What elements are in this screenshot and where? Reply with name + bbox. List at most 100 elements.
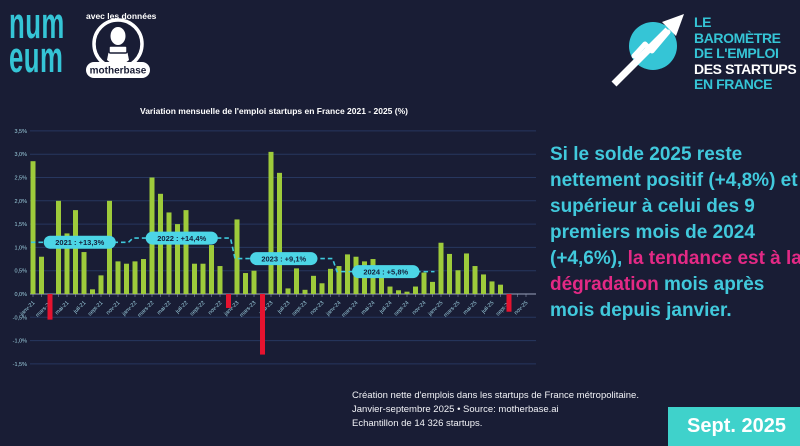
insight-text: Si le solde 2025 reste nettement positif… <box>550 142 800 324</box>
x-tick-label: juil-23 <box>276 300 291 315</box>
year-average-label: 2023 : +9,1% <box>261 254 306 263</box>
bar: déc-23 : 0,5% <box>328 268 333 294</box>
bar: juil-23 : 0,1% <box>285 288 291 294</box>
bar: févr-23 : 0,5% <box>243 273 248 294</box>
bar: nov-24 : 0,5% <box>421 272 427 294</box>
year-average-pill: 2023 : +9,1% <box>250 252 318 266</box>
x-tick-label: nov-24 <box>411 300 427 316</box>
bar: sept-22 : 0,7% <box>200 263 206 294</box>
motherbase-label: motherbase <box>90 66 147 77</box>
x-tick-label: juil-24 <box>378 300 393 315</box>
year-average-pill: 2021 : +13,3% <box>43 235 116 249</box>
barometre-title: LE BAROMÈTRE DE L'EMPLOI DES STARTUPS EN… <box>694 14 798 93</box>
x-axis-ticks <box>32 294 527 297</box>
bar: août-25 : 0,2% <box>498 284 503 294</box>
y-tick-label: 3,0% <box>14 152 27 158</box>
barometre-icon <box>611 14 684 87</box>
date-badge-label: Sept. 2025 <box>687 415 786 437</box>
year-average-pill: 2022 : +14,4% <box>145 231 218 245</box>
y-tick-label: 2,5% <box>14 176 27 182</box>
bar: juin-21 : 1,8% <box>73 210 78 294</box>
bar: oct-22 : 1,1% <box>209 245 214 294</box>
x-tick-label: mai-22 <box>156 300 172 316</box>
chart: -1,5% -1,0% -0,5% 0,0% 0,5% 1,0% 1,5% 2,0% 2,5% 3… <box>4 100 544 400</box>
bar: mai-22 : 1,8% <box>166 212 172 294</box>
x-tick-label: sept-24 <box>393 300 410 317</box>
x-tick-label: nov-23 <box>309 300 325 316</box>
x-tick-label: nov-25 <box>513 300 529 316</box>
bar: nov-22 : 0,6% <box>217 266 223 294</box>
y-tick-label: -0,5% <box>13 315 27 321</box>
bar: janv-23 : 1,6% <box>234 219 240 294</box>
bar: janv-25 : 1,1% <box>438 242 444 294</box>
x-tick-label: juil-25 <box>480 300 495 315</box>
bar: juin-22 : 1,5% <box>175 224 180 294</box>
y-tick-label: -1,5% <box>13 362 27 368</box>
y-axis-labels: -1,5% -1,0% -0,5% 0,0% 0,5% 1,0% 1,5% 2,0% 2,5% 3… <box>13 129 27 368</box>
bar: févr-22 : 0,8% <box>141 259 146 294</box>
y-tick-label: 1,0% <box>14 245 27 251</box>
x-tick-label: nov-22 <box>207 300 223 316</box>
year-average-label: 2024 : +5,8% <box>363 267 408 276</box>
x-tick-label: janv-22 <box>121 300 139 318</box>
bar: août-23 : 0,6% <box>294 268 299 294</box>
numeum-logo-top: num <box>9 0 65 48</box>
x-tick-label: juil-22 <box>174 300 189 315</box>
x-tick-label: mars-23 <box>239 300 258 319</box>
year-average-line <box>31 237 435 273</box>
bar: août-21 : 0,1% <box>90 289 95 294</box>
bar: févr-24 : 0,8% <box>345 254 350 294</box>
x-tick-label: mai-25 <box>462 300 478 316</box>
date-badge: Sept. 2025 <box>668 407 800 446</box>
x-tick-label: juil-21 <box>72 300 87 315</box>
bar: janv-22 : 0,7% <box>132 261 138 294</box>
barometre-line-4: EN FRANCE <box>694 76 773 92</box>
source-note: Création nette d'emplois dans les startu… <box>352 389 682 431</box>
bar: janv-24 : 0,6% <box>336 266 342 294</box>
bar: nov-21 : 0,7% <box>115 261 121 294</box>
y-tick-label: 0,5% <box>14 269 27 275</box>
arrow-head-icon <box>662 14 684 36</box>
x-tick-label: mai-24 <box>360 300 376 316</box>
bar: avr-23 : -1,3% <box>260 294 265 355</box>
bar-chart: -1,5% -1,0% -0,5% 0,0% 0,5% 1,0% 1,5% 2,0% 2,5% 3… <box>13 129 536 368</box>
bar: juil-22 : 1,8% <box>183 210 189 294</box>
bar: févr-21 : 0,8% <box>39 256 44 294</box>
bar: sept-23 : 0,1% <box>302 289 308 294</box>
numeum-logo: num eum <box>9 0 65 80</box>
bar: janv-21 : 2,9% <box>30 161 36 294</box>
robot-head-icon <box>110 27 126 45</box>
insight-highlight: la tendance est à la dégradation <box>550 248 800 295</box>
insight-before: Si le solde 2025 reste nettement positif… <box>550 144 798 269</box>
barometre-line-2: DE L'EMPLOI <box>694 45 779 61</box>
bar: juin-24 : 0,3% <box>379 277 384 294</box>
x-tick-label: janv-23 <box>223 300 241 318</box>
bar: mars-23 : 0,5% <box>251 270 257 294</box>
bar: avr-25 : 0,9% <box>464 253 469 294</box>
motherbase-pill <box>86 62 150 78</box>
x-tick-label: sept-23 <box>291 300 308 317</box>
y-tick-label: 3,5% <box>14 129 27 135</box>
bar: sept-25 : -0,4% <box>506 294 512 312</box>
bar: oct-23 : 0,4% <box>311 275 316 294</box>
tagline: avec les données <box>86 11 157 21</box>
x-tick-label: sept-21 <box>87 300 104 317</box>
bar: sept-21 : 0,4% <box>98 275 104 294</box>
y-tick-label: 1,5% <box>14 222 27 228</box>
chart-title: Variation mensuelle de l'emploi startups… <box>140 106 408 116</box>
bar: oct-24 : 0,2% <box>413 286 418 294</box>
bar: sept-24 : 0,1% <box>404 291 410 294</box>
x-tick-label: mars-24 <box>341 300 360 319</box>
x-tick-label: mai-21 <box>54 300 70 316</box>
y-tick-label: -1,0% <box>13 339 27 345</box>
x-tick-label: nov-21 <box>105 300 121 316</box>
bar: juin-25 : 0,4% <box>481 274 486 294</box>
robot-laptop-icon <box>108 45 128 54</box>
x-tick-label: sept-22 <box>189 300 206 317</box>
bar: juil-24 : 0,2% <box>387 286 393 294</box>
bar: juin-23 : 2,6% <box>277 172 282 294</box>
year-average-pill: 2024 : +5,8% <box>352 265 420 279</box>
bar: juil-21 : 0,9% <box>81 252 87 294</box>
bar: mars-25 : 0,5% <box>455 270 461 294</box>
